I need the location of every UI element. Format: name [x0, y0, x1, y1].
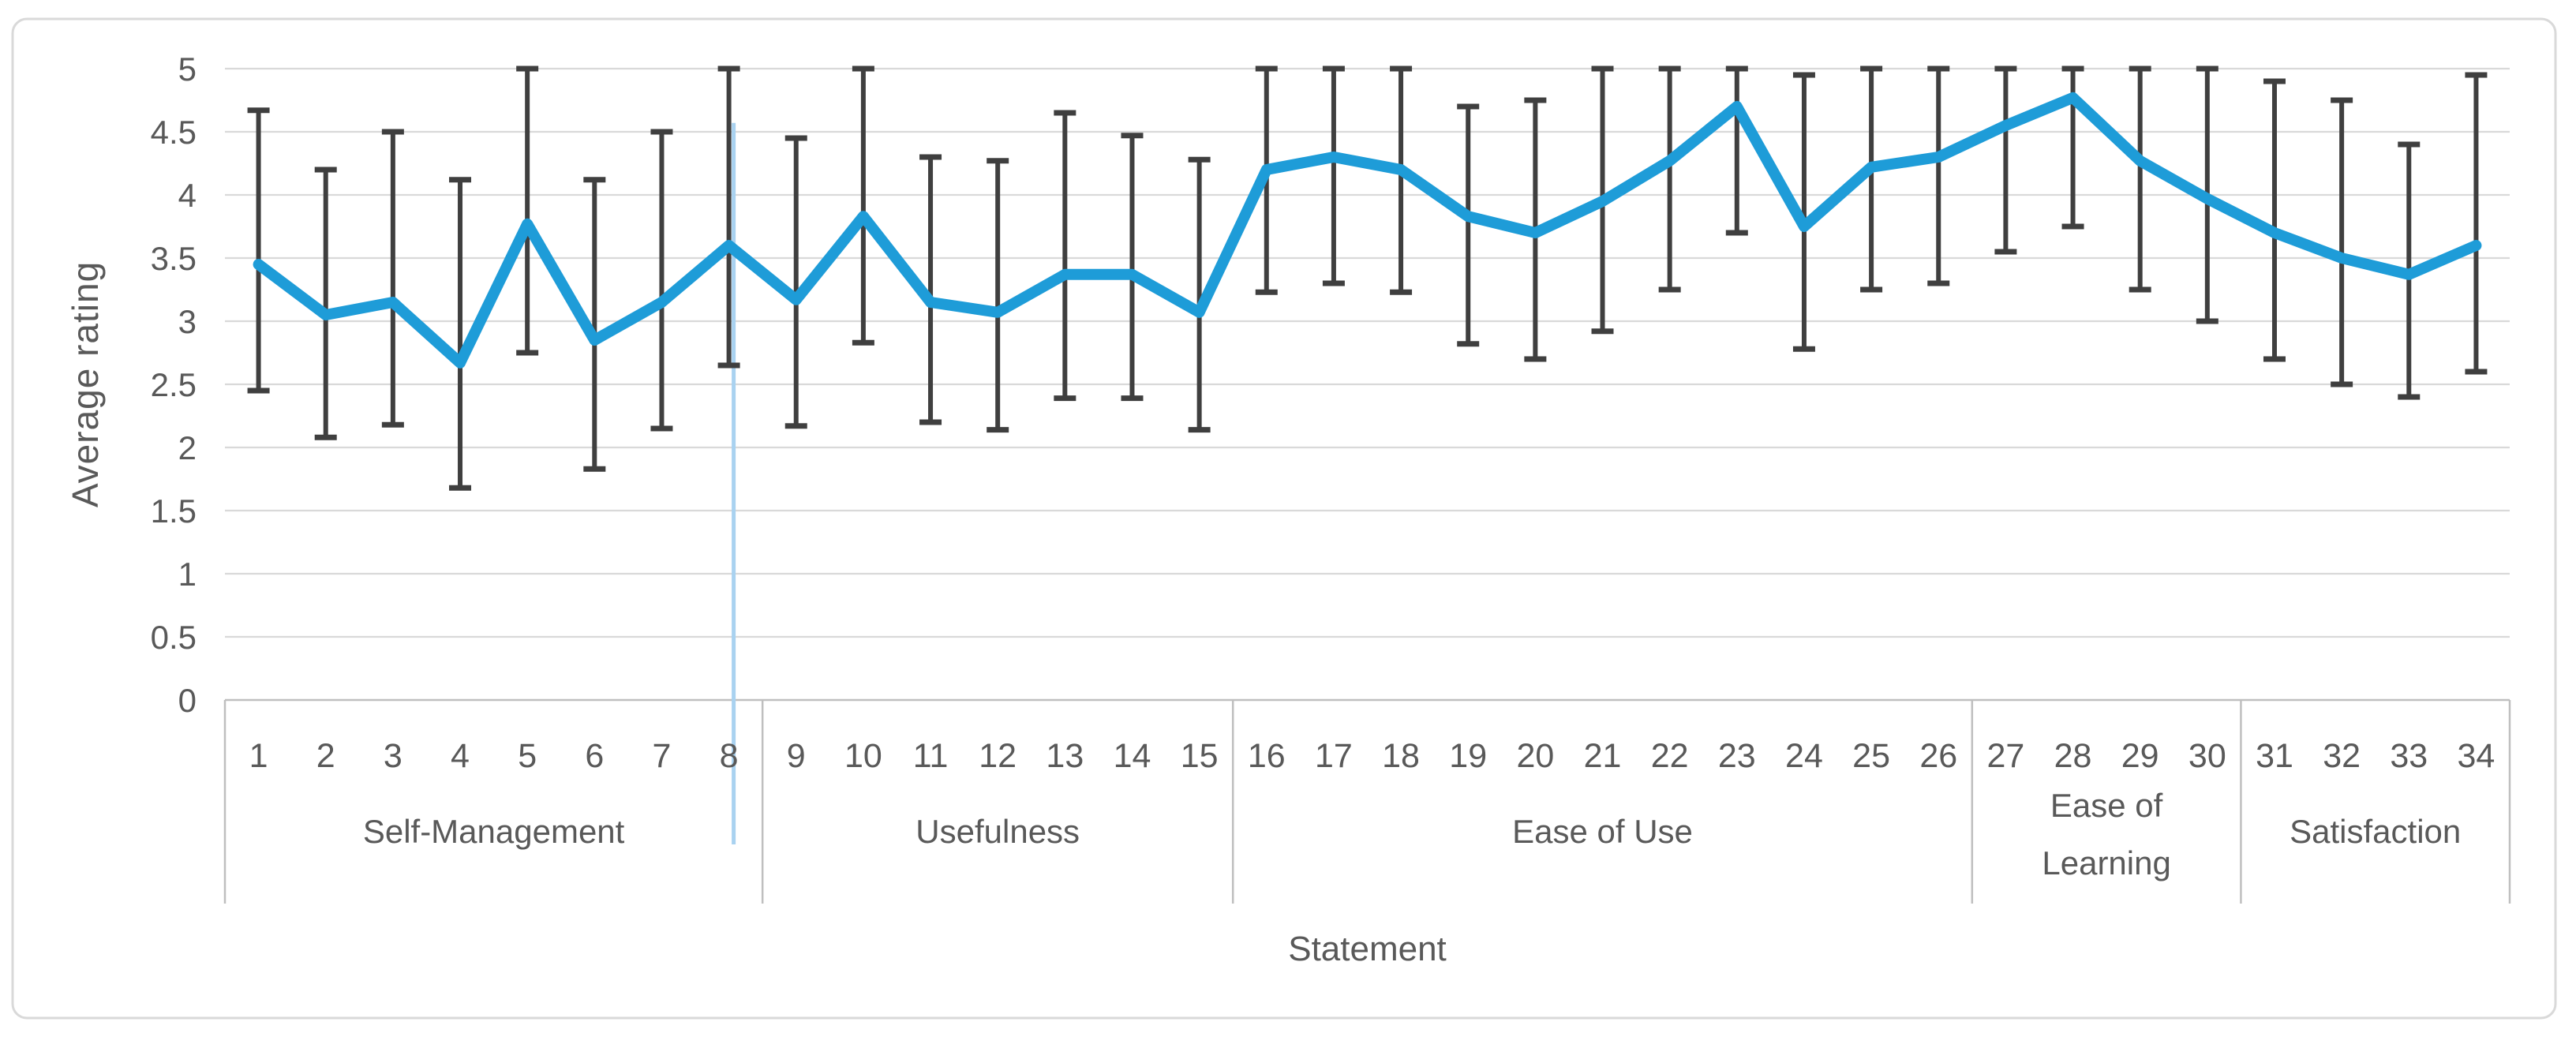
group-label: Ease of Use: [1512, 813, 1693, 850]
x-tick-label: 12: [979, 737, 1017, 775]
x-tick-label: 21: [1584, 737, 1622, 775]
x-tick-label: 34: [2458, 737, 2496, 775]
x-tick-label: 4: [451, 737, 470, 775]
x-tick-label: 5: [518, 737, 537, 775]
group-label: Ease of: [2050, 787, 2163, 824]
x-tick-label: 7: [652, 737, 671, 775]
x-tick-label: 26: [1919, 737, 1957, 775]
x-tick-label: 30: [2188, 737, 2226, 775]
y-tick-label: 0: [178, 682, 197, 719]
x-tick-label: 19: [1449, 737, 1487, 775]
x-tick-label: 24: [1785, 737, 1823, 775]
x-tick-label: 28: [2054, 737, 2092, 775]
x-tick-label: 25: [1852, 737, 1890, 775]
x-tick-label: 15: [1181, 737, 1219, 775]
y-tick-label: 1: [178, 556, 197, 593]
group-label: Usefulness: [915, 813, 1080, 850]
data-line: [253, 92, 2482, 369]
x-axis-title: Statement: [1288, 930, 1447, 968]
x-tick-label: 1: [249, 737, 268, 775]
x-tick-label: 9: [787, 737, 806, 775]
y-tick-label: 0.5: [151, 619, 197, 656]
x-tick-label: 6: [585, 737, 604, 775]
y-tick-label: 4: [178, 177, 197, 214]
figure-border: [11, 17, 2557, 1020]
y-tick-label: 2: [178, 429, 197, 466]
x-tick-label: 8: [720, 737, 739, 775]
x-tick-label: 23: [1718, 737, 1756, 775]
x-tick-label: 17: [1315, 737, 1353, 775]
y-tick-label: 4.5: [151, 114, 197, 151]
x-tick-label: 29: [2121, 737, 2159, 775]
y-tick-label: 2.5: [151, 366, 197, 403]
y-tick-label: 3.5: [151, 240, 197, 277]
x-tick-label: 3: [384, 737, 402, 775]
x-tick-label: 16: [1248, 737, 1286, 775]
x-tick-label: 10: [844, 737, 882, 775]
group-label: Learning: [2042, 844, 2170, 881]
x-tick-label: 32: [2323, 737, 2361, 775]
x-tick-label: 13: [1046, 737, 1084, 775]
x-tick-label: 11: [913, 737, 949, 775]
x-tick-label: 27: [1986, 737, 2024, 775]
x-tick-label: 22: [1651, 737, 1689, 775]
x-tick-label: 20: [1516, 737, 1554, 775]
y-tick-label: 5: [178, 51, 197, 88]
y-tick-label: 1.5: [151, 492, 197, 530]
x-tick-label: 18: [1382, 737, 1420, 775]
y-tick-label: 3: [178, 303, 197, 340]
x-tick-label: 31: [2256, 737, 2293, 775]
x-tick-label: 33: [2390, 737, 2428, 775]
y-axis-title: Average rating: [65, 260, 106, 508]
x-tick-label: 2: [316, 737, 335, 775]
group-label: Satisfaction: [2290, 813, 2461, 850]
group-label: Self-Management: [363, 813, 625, 850]
x-tick-label: 14: [1114, 737, 1151, 775]
